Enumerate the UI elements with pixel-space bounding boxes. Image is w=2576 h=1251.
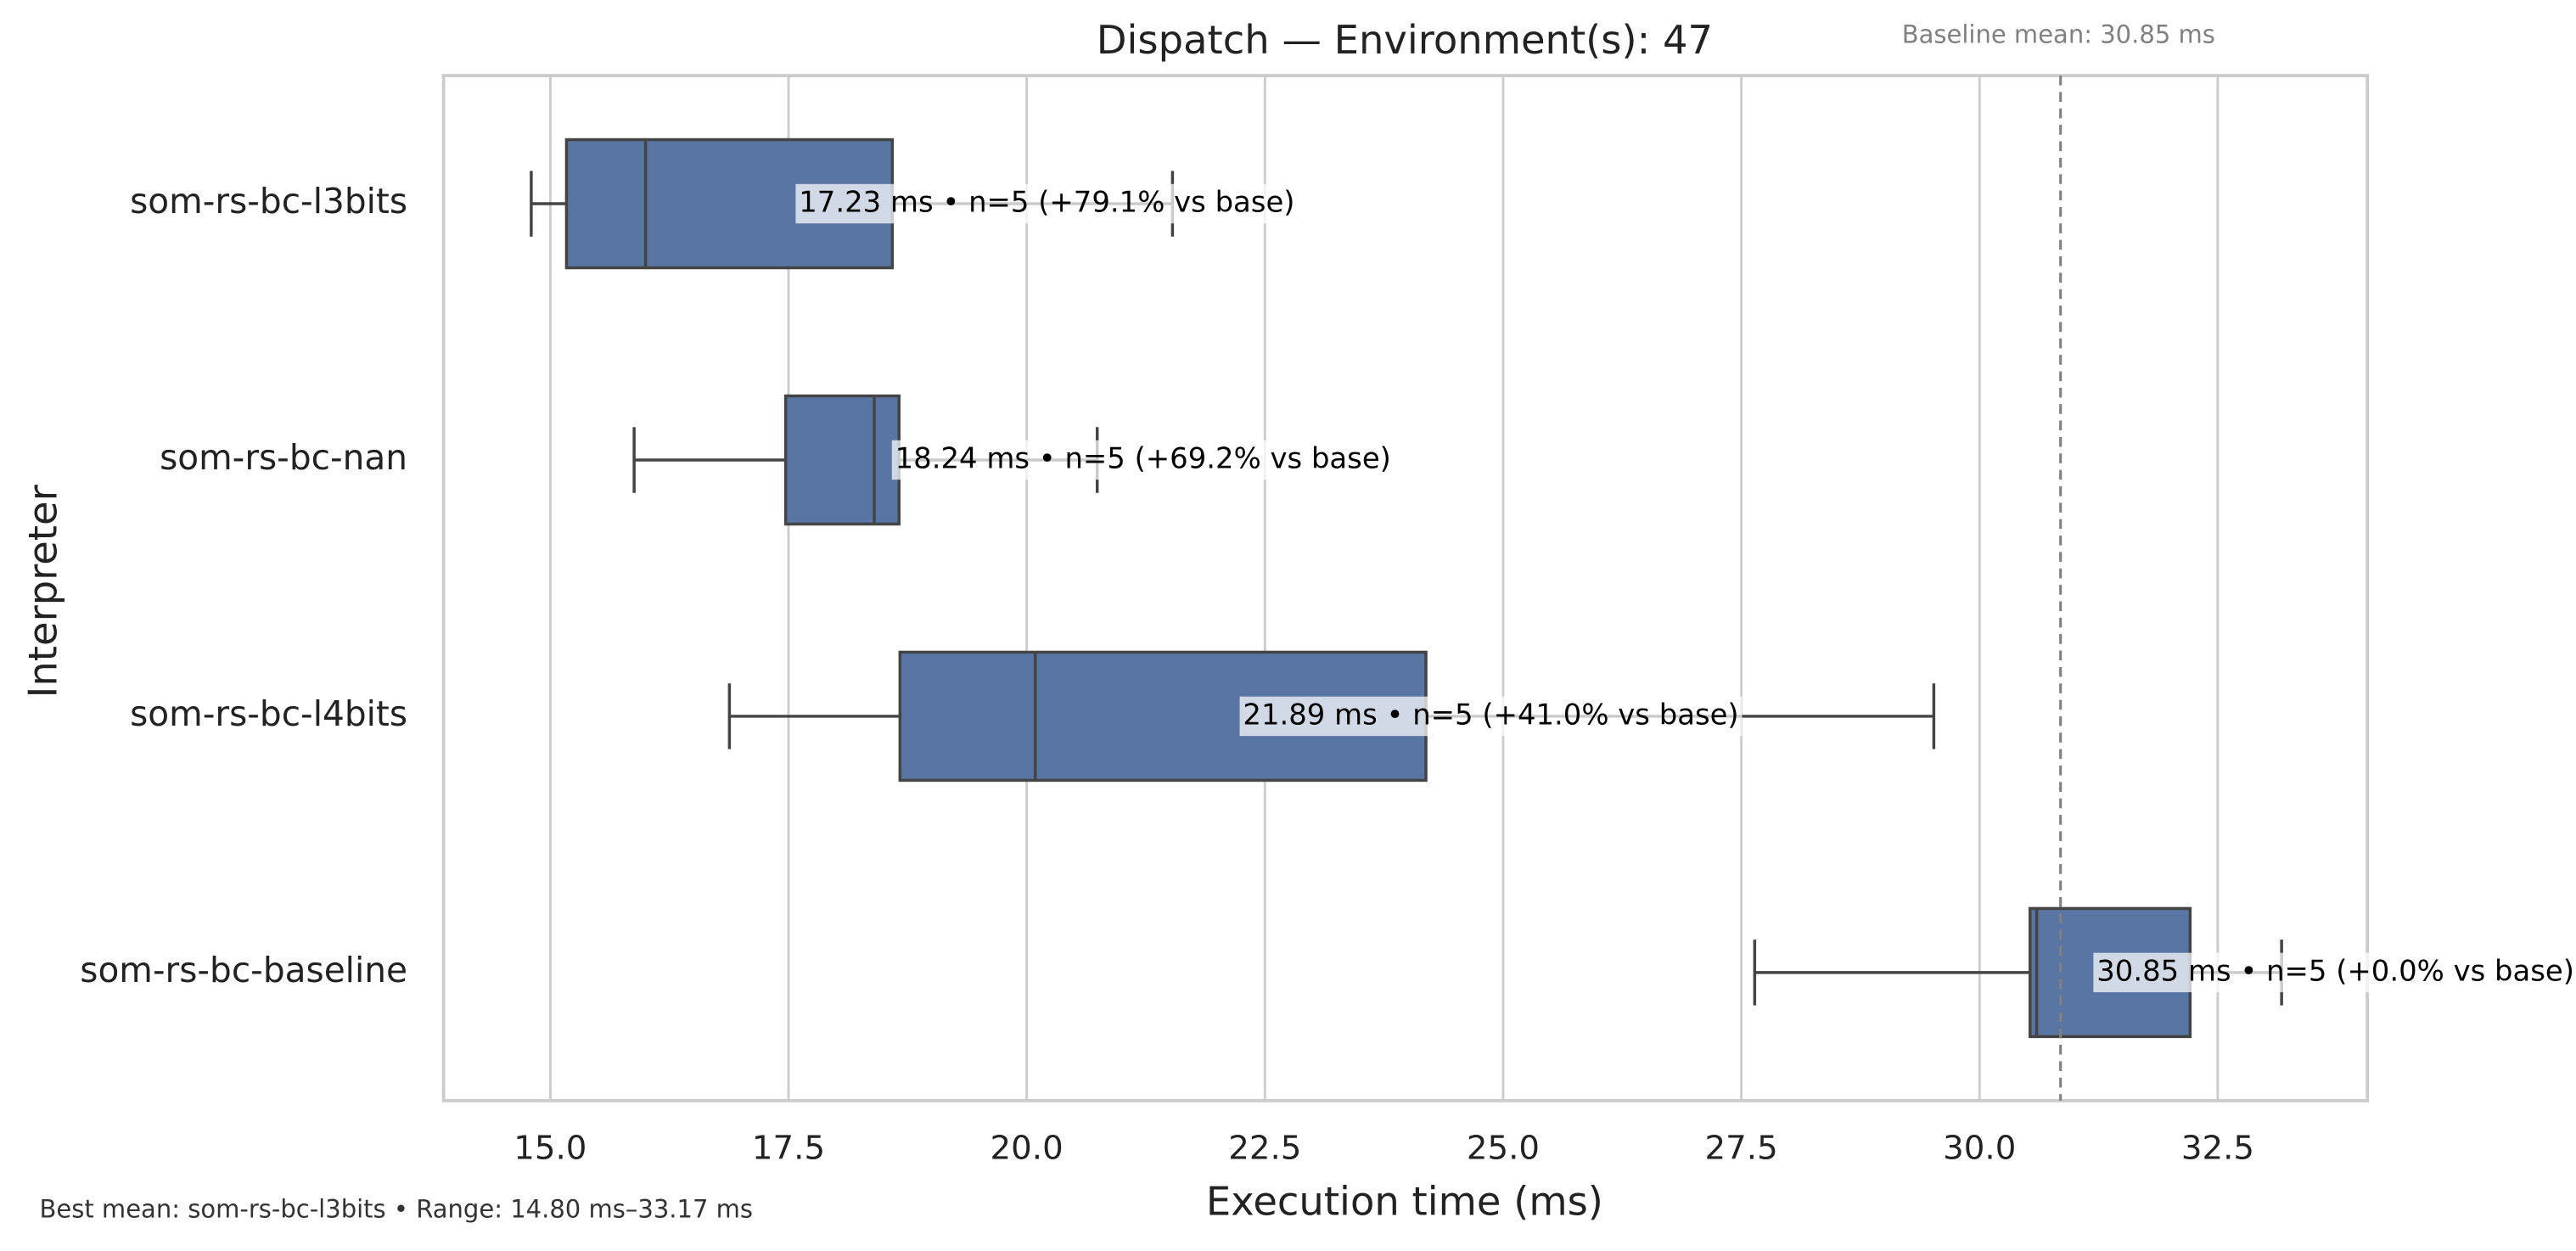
baseline-annotation: Baseline mean: 30.85 ms xyxy=(1902,20,2215,49)
y-tick-label: som-rs-bc-l4bits xyxy=(130,693,407,734)
y-tick-label: som-rs-bc-nan xyxy=(160,437,407,478)
y-tick-label: som-rs-bc-baseline xyxy=(80,950,407,990)
label-background xyxy=(2093,952,2576,993)
x-tick-label: 25.0 xyxy=(1467,1129,1540,1167)
x-tick-label: 30.0 xyxy=(1943,1129,2016,1167)
mean-label: 30.85 ms • n=5 (+0.0% vs base) xyxy=(2096,954,2574,987)
footnote: Best mean: som-rs-bc-l3bits • Range: 14.… xyxy=(39,1195,753,1224)
mean-label: 21.89 ms • n=5 (+41.0% vs base) xyxy=(1243,698,1738,731)
x-tick-label: 27.5 xyxy=(1705,1129,1778,1167)
mean-label: 17.23 ms • n=5 (+79.1% vs base) xyxy=(799,186,1294,219)
label-background xyxy=(891,440,1395,480)
x-tick-label: 32.5 xyxy=(2181,1129,2254,1167)
x-tick-label: 22.5 xyxy=(1228,1129,1301,1167)
plot-frame xyxy=(441,74,2370,1102)
y-axis-label: Interpreter xyxy=(20,484,66,698)
x-axis-label: Execution time (ms) xyxy=(1206,1178,1603,1224)
y-tick-label: som-rs-bc-l3bits xyxy=(130,181,407,222)
label-background xyxy=(1239,696,1743,737)
x-tick-label: 20.0 xyxy=(991,1129,1064,1167)
x-tick-label: 15.0 xyxy=(514,1129,586,1167)
box xyxy=(783,394,901,526)
chart-title: Dispatch — Environment(s): 47 xyxy=(1097,17,1713,63)
mean-label: 18.24 ms • n=5 (+69.2% vs base) xyxy=(895,441,1391,474)
x-tick-label: 17.5 xyxy=(752,1129,825,1167)
label-background xyxy=(795,183,1299,224)
